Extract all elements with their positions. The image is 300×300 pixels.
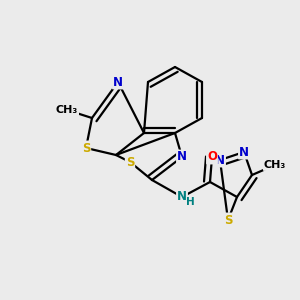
- Text: N: N: [215, 154, 225, 166]
- Text: N: N: [239, 146, 249, 158]
- Text: O: O: [207, 151, 217, 164]
- Text: S: S: [224, 214, 232, 226]
- Text: N: N: [177, 190, 187, 203]
- Text: N: N: [113, 76, 123, 88]
- Text: S: S: [82, 142, 90, 154]
- Text: CH₃: CH₃: [56, 105, 78, 115]
- Text: N: N: [177, 151, 187, 164]
- Text: CH₃: CH₃: [264, 160, 286, 170]
- Text: H: H: [186, 197, 194, 207]
- Text: S: S: [126, 155, 134, 169]
